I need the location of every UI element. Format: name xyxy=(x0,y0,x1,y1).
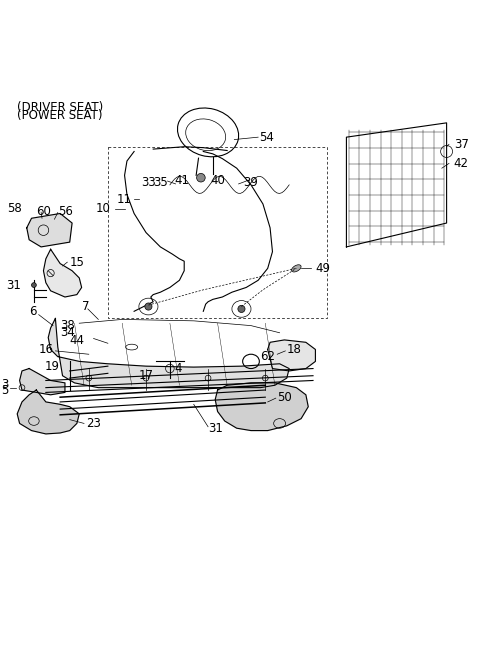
Text: 49: 49 xyxy=(315,262,330,275)
Text: 44: 44 xyxy=(70,335,84,348)
Text: 16: 16 xyxy=(39,343,54,356)
Text: 15: 15 xyxy=(70,256,84,269)
Text: 39: 39 xyxy=(243,176,258,189)
Text: 40: 40 xyxy=(210,174,225,186)
Text: 18: 18 xyxy=(287,343,301,356)
Text: 62: 62 xyxy=(261,350,276,363)
Text: 34: 34 xyxy=(60,326,75,339)
Ellipse shape xyxy=(145,303,152,310)
Polygon shape xyxy=(44,249,82,297)
Text: 37: 37 xyxy=(454,138,468,151)
Text: 5: 5 xyxy=(1,384,9,398)
Text: 58: 58 xyxy=(7,202,22,215)
Text: (POWER SEAT): (POWER SEAT) xyxy=(17,110,103,123)
Text: 10: 10 xyxy=(96,202,110,215)
Text: 60: 60 xyxy=(36,205,51,218)
Text: 6: 6 xyxy=(29,305,36,318)
Text: 7: 7 xyxy=(82,300,89,313)
Text: 23: 23 xyxy=(86,417,101,430)
Text: 17: 17 xyxy=(139,369,154,382)
Text: 4: 4 xyxy=(175,362,182,375)
Text: 56: 56 xyxy=(58,205,72,218)
Text: 19: 19 xyxy=(45,359,60,373)
Text: 42: 42 xyxy=(454,157,469,170)
Polygon shape xyxy=(268,340,315,371)
Ellipse shape xyxy=(32,283,36,287)
Polygon shape xyxy=(27,213,72,247)
Text: 33: 33 xyxy=(141,176,156,189)
Text: (DRIVER SEAT): (DRIVER SEAT) xyxy=(17,102,104,114)
Text: 50: 50 xyxy=(277,391,292,403)
Ellipse shape xyxy=(291,265,301,272)
Text: 31: 31 xyxy=(208,422,223,435)
Ellipse shape xyxy=(197,173,205,182)
Text: 3: 3 xyxy=(1,378,9,391)
Text: 41: 41 xyxy=(174,174,189,186)
Ellipse shape xyxy=(238,305,245,312)
Polygon shape xyxy=(48,318,289,388)
Text: 11: 11 xyxy=(117,193,132,206)
Polygon shape xyxy=(215,383,308,430)
Text: 35: 35 xyxy=(153,176,168,189)
Text: 54: 54 xyxy=(260,131,275,144)
Polygon shape xyxy=(17,390,79,434)
Polygon shape xyxy=(20,369,65,395)
Text: 31: 31 xyxy=(6,279,21,291)
Text: 38: 38 xyxy=(60,319,75,332)
